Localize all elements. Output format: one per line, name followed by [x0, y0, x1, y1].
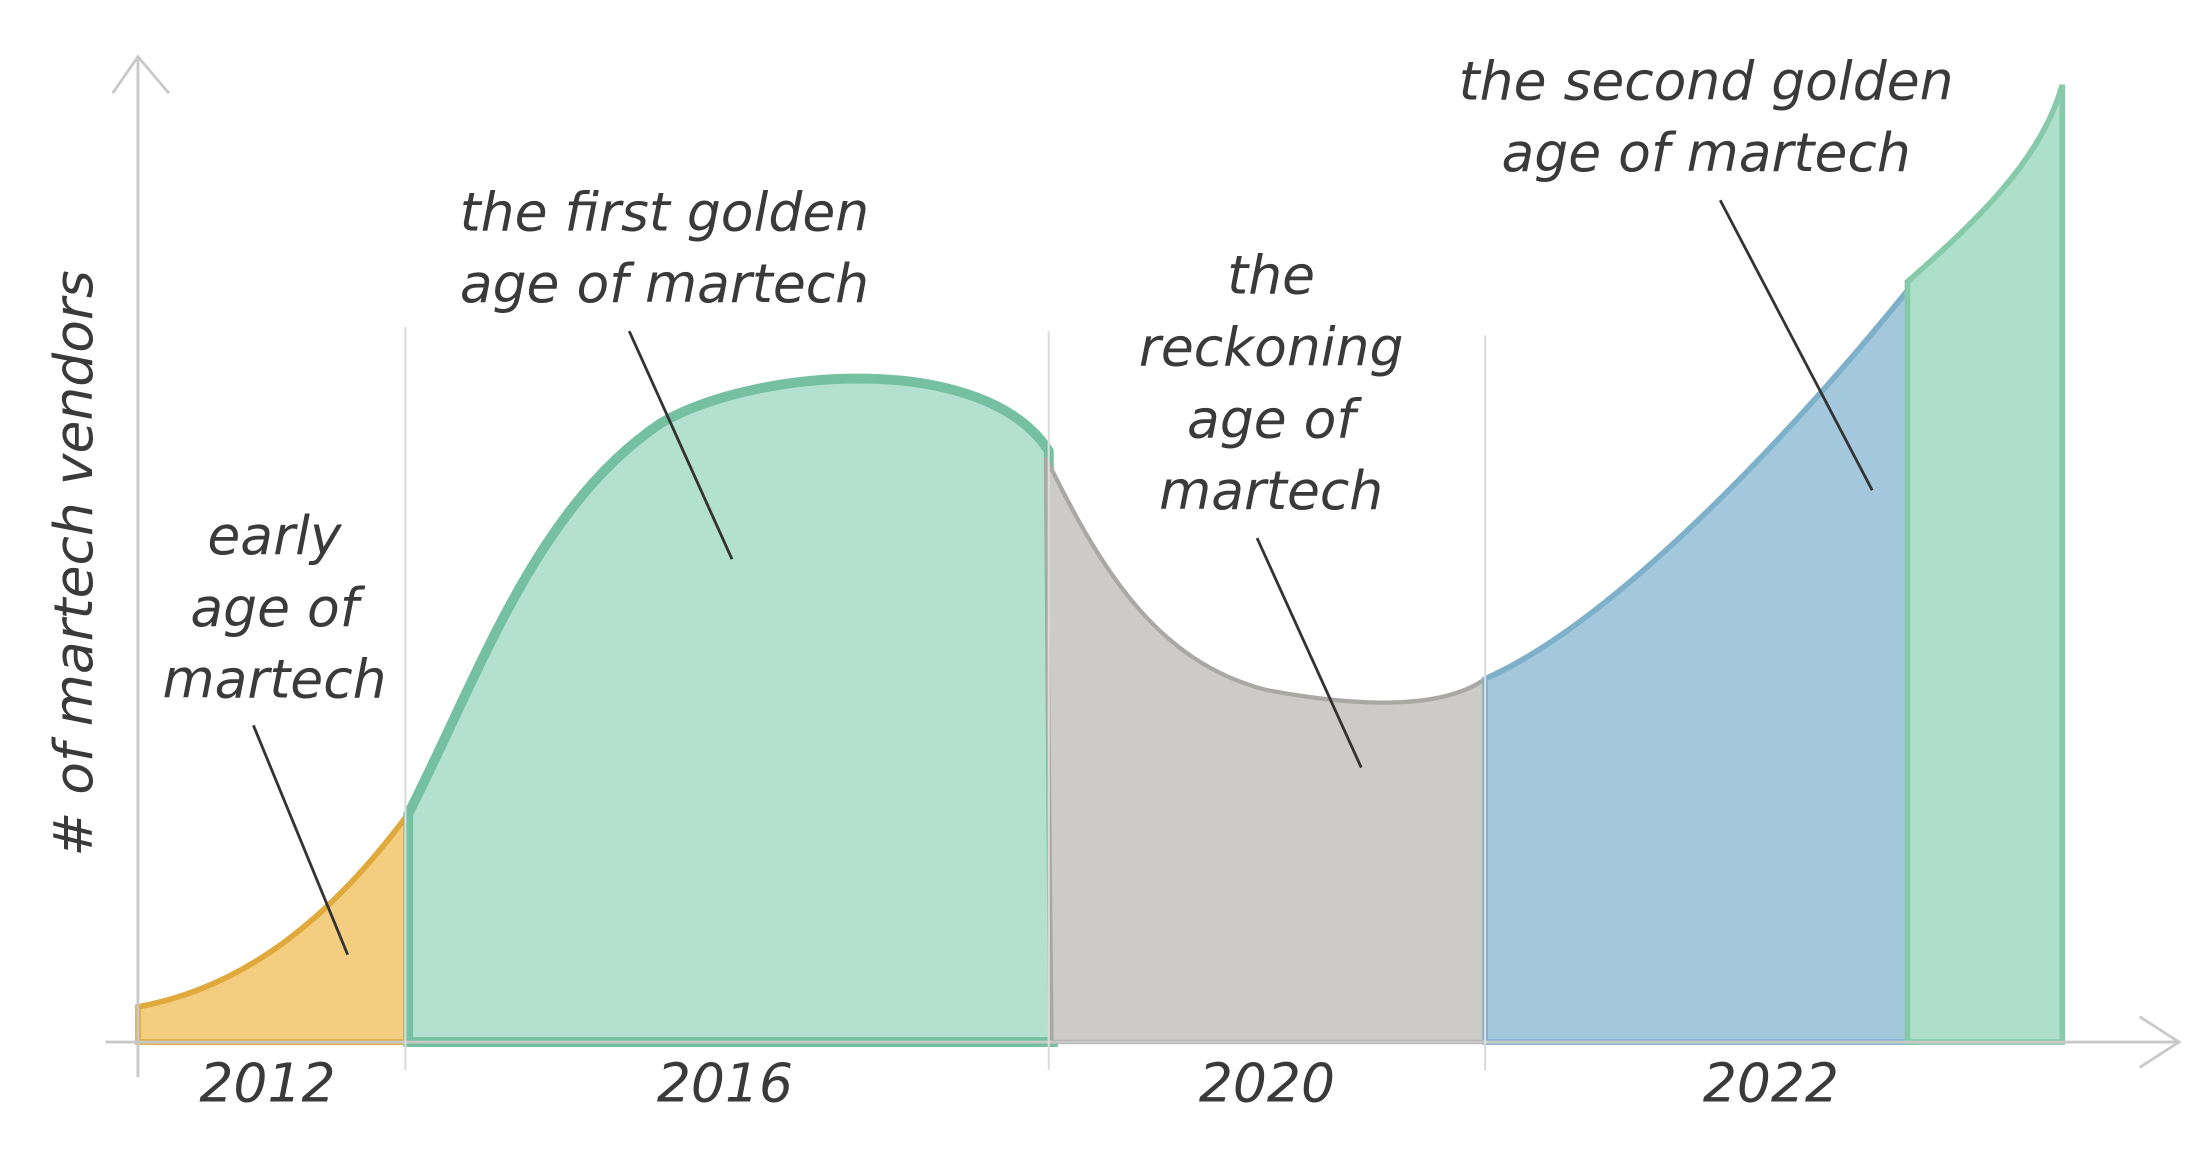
pointers	[252, 199, 1874, 956]
x-period-label: 2022	[1703, 1052, 1839, 1115]
era-label: martech	[162, 648, 386, 711]
pointer-line	[627, 330, 734, 560]
era-label: martech	[1159, 459, 1383, 522]
era-label: reckoning	[1139, 316, 1404, 379]
era-label: age of	[1187, 387, 1362, 450]
second-golden-blue-area	[1482, 273, 1918, 1045]
pointer-line	[1255, 537, 1363, 769]
first-golden-area	[403, 373, 1058, 1047]
era-label: age of martech	[460, 252, 869, 315]
areas	[135, 84, 2066, 1047]
y-axis-label: # of martech vendors	[42, 270, 105, 856]
era-label: age of	[190, 576, 365, 639]
x-axis-arrow	[2138, 1015, 2182, 1069]
x-period-label: 2016	[657, 1052, 793, 1115]
early-area	[135, 805, 412, 1045]
axes	[105, 54, 2182, 1078]
pointer-line	[252, 724, 350, 956]
era-label: the second golden	[1459, 49, 1954, 112]
era-label: early	[207, 504, 343, 567]
era-label: the	[1227, 244, 1315, 307]
y-axis-arrow	[111, 54, 170, 95]
second-golden-green-area	[1904, 84, 2066, 1045]
era-label: age of martech	[1502, 121, 1911, 184]
era-label: the first golden	[460, 180, 869, 243]
era-labels: early age of martech 2012 the first golden ag…	[162, 49, 1953, 1114]
x-period-label: 2020	[1199, 1052, 1335, 1115]
pointer-line	[1718, 199, 1874, 491]
x-period-label: 2012	[199, 1052, 335, 1115]
reckoning-area	[1043, 456, 1488, 1045]
